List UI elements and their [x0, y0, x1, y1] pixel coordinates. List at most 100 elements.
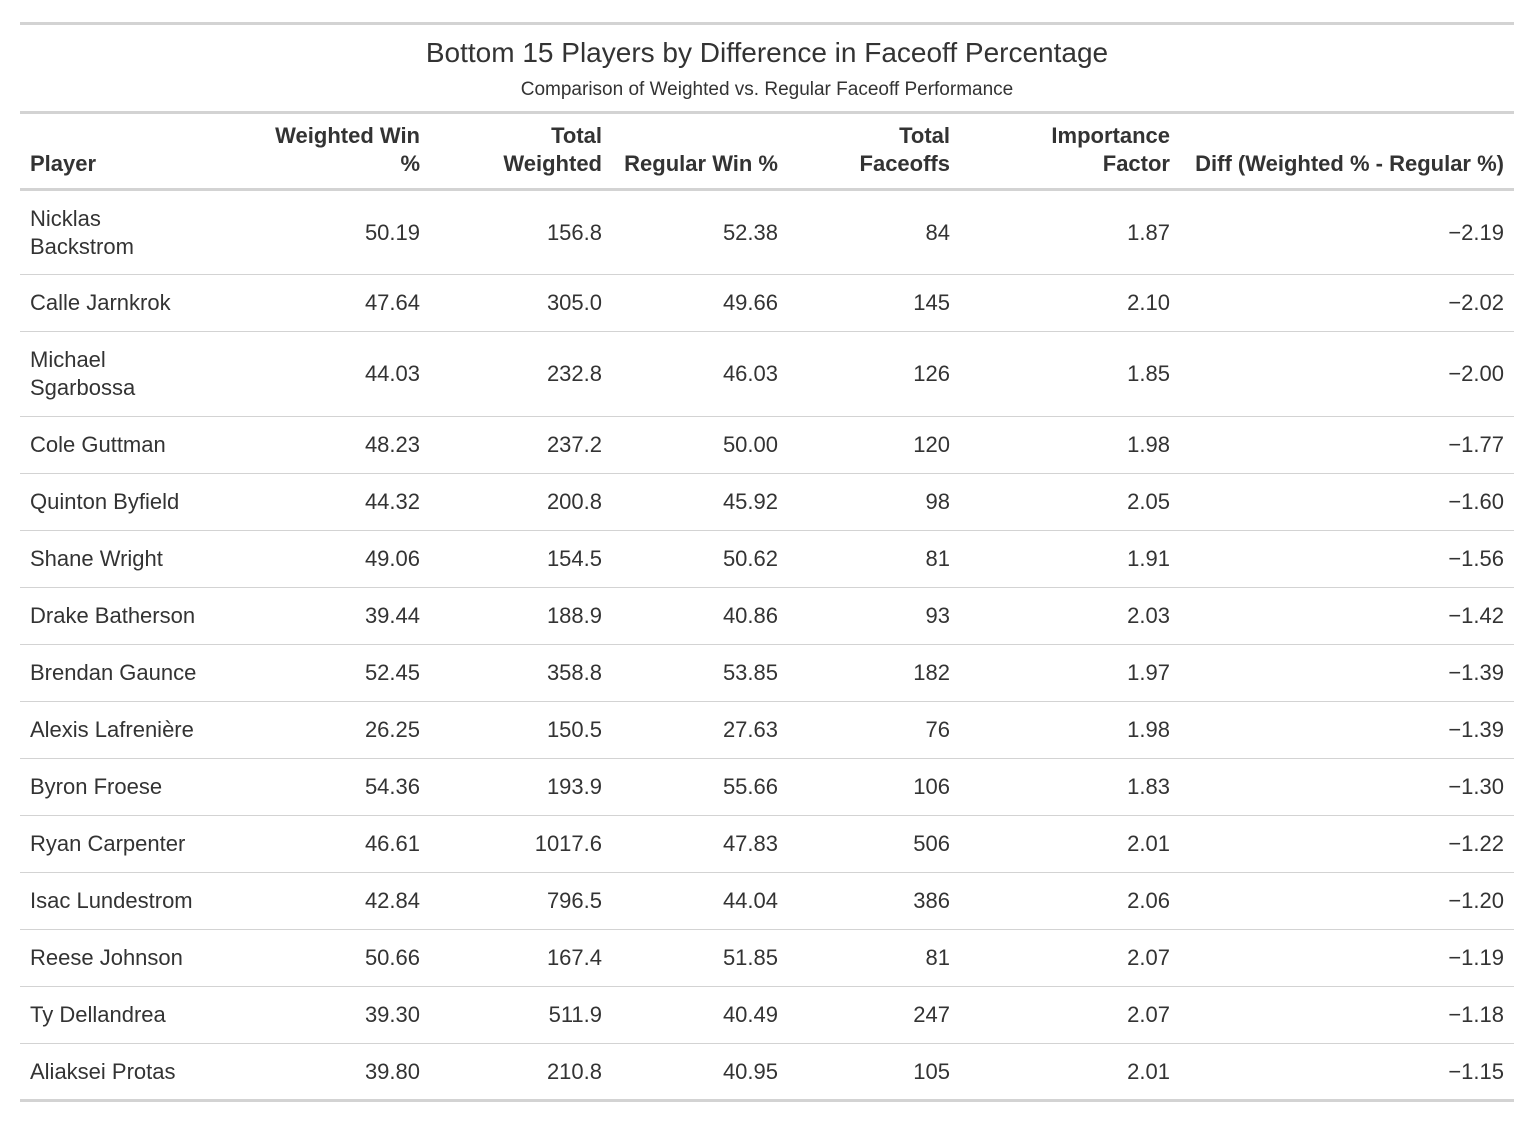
total-weighted-cell: 796.5 — [430, 872, 612, 930]
importance-factor-cell: 2.06 — [960, 872, 1180, 930]
total-faceoffs-cell: 506 — [788, 815, 960, 873]
total-faceoffs-cell: 247 — [788, 986, 960, 1044]
table-body: Nicklas Backstrom 50.19 156.8 52.38 84 1.87 −2… — [20, 190, 1514, 1101]
importance-factor-cell: 2.01 — [960, 1043, 1180, 1101]
table-container: Bottom 15 Players by Difference in Faceo… — [20, 22, 1514, 1102]
diff-cell: −2.02 — [1180, 274, 1514, 332]
total-weighted-cell: 237.2 — [430, 416, 612, 474]
importance-factor-cell: 2.10 — [960, 274, 1180, 332]
weighted-win-pct-cell: 39.30 — [225, 986, 430, 1044]
importance-factor-cell: 2.05 — [960, 473, 1180, 531]
table-row: Aliaksei Protas 39.80 210.8 40.95 105 2.01 −1.… — [20, 1043, 1514, 1101]
diff-cell: −1.56 — [1180, 530, 1514, 588]
weighted-win-pct-cell: 44.03 — [225, 331, 430, 417]
player-cell: Shane Wright — [20, 530, 225, 588]
regular-win-pct-cell: 40.49 — [612, 986, 788, 1044]
diff-cell: −1.18 — [1180, 986, 1514, 1044]
regular-win-pct-cell: 44.04 — [612, 872, 788, 930]
weighted-win-pct-cell: 39.80 — [225, 1043, 430, 1101]
total-weighted-cell: 167.4 — [430, 929, 612, 987]
total-weighted-cell: 188.9 — [430, 587, 612, 645]
table-title: Bottom 15 Players by Difference in Faceo… — [425, 37, 1109, 68]
regular-win-pct-cell: 40.86 — [612, 587, 788, 645]
player-cell: Quinton Byfield — [20, 473, 225, 531]
weighted-win-pct-cell: 52.45 — [225, 644, 430, 702]
weighted-win-pct-cell: 26.25 — [225, 701, 430, 759]
importance-factor-cell: 2.01 — [960, 815, 1180, 873]
column-header-total-weighted: Total Weighted — [503, 123, 602, 176]
table-row: Calle Jarnkrok 47.64 305.0 49.66 145 2.10 −2.0… — [20, 274, 1514, 332]
total-faceoffs-cell: 106 — [788, 758, 960, 816]
diff-cell: −1.77 — [1180, 416, 1514, 474]
total-faceoffs-cell: 76 — [788, 701, 960, 759]
weighted-win-pct-cell: 46.61 — [225, 815, 430, 873]
importance-factor-cell: 1.98 — [960, 416, 1180, 474]
regular-win-pct-cell: 46.03 — [612, 331, 788, 417]
column-header-weighted-win-pct: Weighted Win % — [275, 123, 420, 176]
table-row: Drake Batherson 39.44 188.9 40.86 93 2.03 −1.4… — [20, 587, 1514, 645]
total-faceoffs-cell: 120 — [788, 416, 960, 474]
total-faceoffs-cell: 98 — [788, 473, 960, 531]
table-row: Nicklas Backstrom 50.19 156.8 52.38 84 1.87 −2… — [20, 190, 1514, 275]
total-faceoffs-cell: 105 — [788, 1043, 960, 1101]
weighted-win-pct-cell: 47.64 — [225, 274, 430, 332]
player-cell: Brendan Gaunce — [20, 644, 225, 702]
column-header-total-faceoffs: Total Faceoffs — [859, 123, 950, 176]
player-cell: Alexis Lafrenière — [20, 701, 225, 759]
total-faceoffs-cell: 182 — [788, 644, 960, 702]
table-row: Ryan Carpenter 46.61 1017.6 47.83 506 2.01 −1.… — [20, 815, 1514, 873]
diff-cell: −1.30 — [1180, 758, 1514, 816]
diff-cell: −1.22 — [1180, 815, 1514, 873]
regular-win-pct-cell: 47.83 — [612, 815, 788, 873]
weighted-win-pct-cell: 48.23 — [225, 416, 430, 474]
total-weighted-cell: 210.8 — [430, 1043, 612, 1101]
importance-factor-cell: 1.87 — [1127, 219, 1170, 245]
column-header-diff: Diff (Weighted % - Regular %) — [1195, 151, 1504, 176]
player-cell: Isac Lundestrom — [20, 872, 225, 930]
total-faceoffs-cell: 84 — [925, 219, 950, 245]
weighted-win-pct-cell: 44.32 — [225, 473, 430, 531]
faceoff-table: Player Weighted Win % Total Weighted Reg… — [20, 111, 1514, 1102]
total-weighted-cell: 200.8 — [430, 473, 612, 531]
total-weighted-cell: 511.9 — [430, 986, 612, 1044]
weighted-win-pct-cell: 49.06 — [225, 530, 430, 588]
weighted-win-pct-cell: 42.84 — [225, 872, 430, 930]
regular-win-pct-cell: 50.00 — [612, 416, 788, 474]
player-cell: Drake Batherson — [20, 587, 225, 645]
importance-factor-cell: 2.03 — [960, 587, 1180, 645]
table-row: Michael Sgarbossa 44.03 232.8 46.03 126 1.85−… — [20, 331, 1514, 417]
regular-win-pct-cell: 27.63 — [612, 701, 788, 759]
diff-cell: −2.19 — [1448, 219, 1504, 245]
column-header-regular-win-pct: Regular Win % — [624, 151, 778, 176]
total-weighted-cell: 156.8 — [546, 219, 602, 245]
total-faceoffs-cell: 126 — [788, 331, 960, 417]
total-weighted-cell: 1017.6 — [430, 815, 612, 873]
table-row: Reese Johnson 50.66 167.4 51.85 81 2.07 −1.19 — [20, 929, 1514, 987]
total-faceoffs-cell: 81 — [788, 929, 960, 987]
total-weighted-cell: 358.8 — [430, 644, 612, 702]
total-weighted-cell: 150.5 — [430, 701, 612, 759]
total-faceoffs-cell: 386 — [788, 872, 960, 930]
diff-cell: −1.60 — [1180, 473, 1514, 531]
diff-cell: −1.42 — [1180, 587, 1514, 645]
importance-factor-cell: 1.83 — [960, 758, 1180, 816]
total-weighted-cell: 305.0 — [430, 274, 612, 332]
player-cell: Nicklas Backstrom — [30, 205, 134, 259]
table-row: Quinton Byfield 44.32 200.8 45.92 98 2.05 −1.6… — [20, 473, 1514, 531]
importance-factor-cell: 1.97 — [960, 644, 1180, 702]
regular-win-pct-cell: 52.38 — [722, 219, 778, 245]
importance-factor-cell: 1.85 — [960, 331, 1180, 417]
top-rule — [20, 22, 1514, 25]
header-row: Player Weighted Win % Total Weighted Reg… — [20, 112, 1514, 190]
player-cell: Cole Guttman — [20, 416, 225, 474]
regular-win-pct-cell: 55.66 — [612, 758, 788, 816]
player-cell: Aliaksei Protas — [20, 1043, 225, 1101]
diff-cell: −1.15 — [1180, 1043, 1514, 1101]
table-row: Cole Guttman 48.23 237.2 50.00 120 1.98 −1.77 — [20, 416, 1514, 474]
table-row: Byron Froese 54.36 193.9 55.66 106 1.83 −1.30 — [20, 758, 1514, 816]
diff-cell: −2.00 — [1180, 331, 1514, 417]
diff-cell: −1.19 — [1180, 929, 1514, 987]
player-cell: Ty Dellandrea — [20, 986, 225, 1044]
regular-win-pct-cell: 45.92 — [612, 473, 788, 531]
diff-cell: −1.39 — [1180, 644, 1514, 702]
